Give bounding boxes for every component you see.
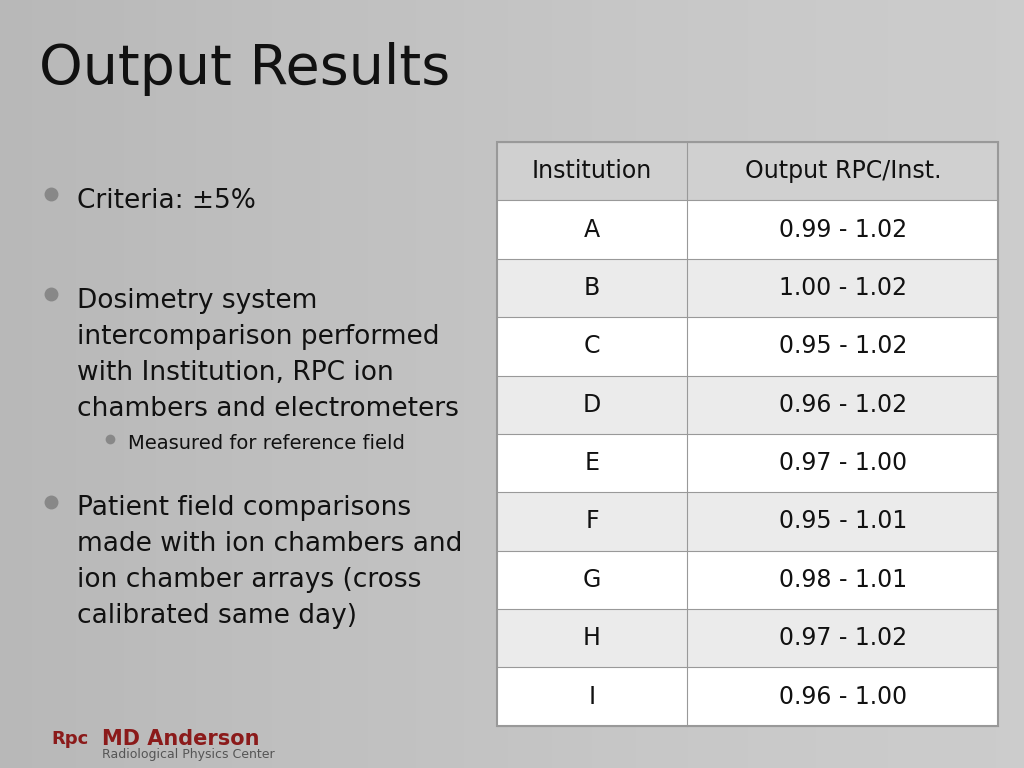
Text: 0.98 - 1.01: 0.98 - 1.01: [779, 568, 907, 592]
Text: Rpc: Rpc: [51, 730, 88, 748]
Text: 0.96 - 1.00: 0.96 - 1.00: [779, 684, 907, 709]
Bar: [497, 609, 998, 667]
Text: E: E: [585, 451, 599, 475]
Text: MD Anderson: MD Anderson: [102, 729, 260, 749]
Text: B: B: [584, 276, 600, 300]
Text: F: F: [585, 509, 599, 534]
Text: C: C: [584, 334, 600, 359]
Text: 1.00 - 1.02: 1.00 - 1.02: [779, 276, 907, 300]
Text: Criteria: ±5%: Criteria: ±5%: [77, 188, 256, 214]
Text: Output Results: Output Results: [39, 42, 451, 96]
Text: Measured for reference field: Measured for reference field: [128, 434, 404, 453]
Bar: [497, 667, 998, 726]
Text: 0.96 - 1.02: 0.96 - 1.02: [779, 392, 907, 417]
Text: Institution: Institution: [531, 159, 652, 184]
Bar: [497, 551, 998, 609]
Text: I: I: [589, 684, 596, 709]
Bar: [497, 142, 998, 200]
Text: 0.97 - 1.02: 0.97 - 1.02: [779, 626, 907, 650]
Text: D: D: [583, 392, 601, 417]
Bar: [497, 200, 998, 259]
Bar: [497, 142, 998, 726]
Text: A: A: [584, 217, 600, 242]
Bar: [497, 376, 998, 434]
Bar: [497, 259, 998, 317]
Text: Output RPC/Inst.: Output RPC/Inst.: [744, 159, 941, 184]
Bar: [497, 492, 998, 551]
Text: 0.95 - 1.02: 0.95 - 1.02: [778, 334, 907, 359]
Text: 0.95 - 1.01: 0.95 - 1.01: [778, 509, 907, 534]
Bar: [497, 317, 998, 376]
Text: 0.97 - 1.00: 0.97 - 1.00: [779, 451, 907, 475]
Text: Radiological Physics Center: Radiological Physics Center: [102, 748, 275, 760]
Text: H: H: [583, 626, 601, 650]
Text: G: G: [583, 568, 601, 592]
Bar: [497, 434, 998, 492]
Text: Dosimetry system
intercomparison performed
with Institution, RPC ion
chambers an: Dosimetry system intercomparison perform…: [77, 288, 459, 422]
Text: 0.99 - 1.02: 0.99 - 1.02: [779, 217, 907, 242]
Text: Patient field comparisons
made with ion chambers and
ion chamber arrays (cross
c: Patient field comparisons made with ion …: [77, 495, 462, 629]
